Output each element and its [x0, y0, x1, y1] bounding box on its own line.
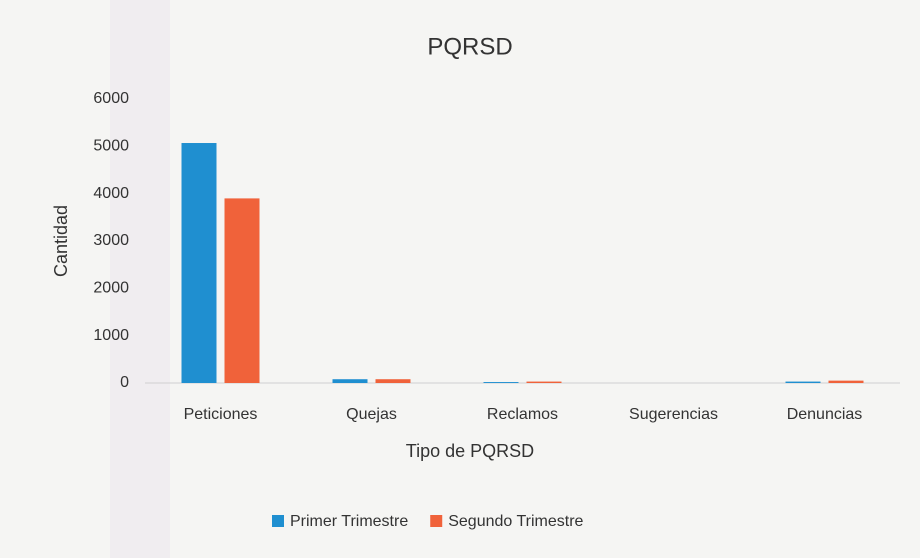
chart-title: PQRSD [427, 33, 512, 60]
x-tick-label: Sugerencias [629, 406, 718, 423]
bar [785, 381, 821, 383]
bar [483, 382, 519, 383]
y-tick-label: 3000 [93, 232, 129, 249]
bar [224, 198, 260, 383]
x-tick-label: Denuncias [787, 406, 863, 423]
bar [375, 379, 411, 383]
y-axis-title: Cantidad [51, 205, 71, 277]
bar [526, 381, 562, 383]
x-tick-label: Quejas [346, 406, 397, 423]
legend-label: Segundo Trimestre [448, 513, 583, 530]
y-tick-label: 5000 [93, 138, 129, 155]
y-tick-label: 2000 [93, 280, 129, 297]
legend-swatch [430, 515, 443, 527]
y-tick-label: 1000 [93, 327, 129, 344]
x-tick-label: Reclamos [487, 406, 558, 423]
legend-swatch [272, 515, 284, 527]
bar [332, 379, 368, 383]
x-axis-title: Tipo de PQRSD [406, 441, 534, 461]
bar [828, 380, 864, 383]
bar [181, 143, 217, 383]
y-tick-label: 0 [120, 374, 129, 391]
y-tick-label: 6000 [93, 90, 129, 107]
legend-label: Primer Trimestre [290, 513, 408, 530]
x-tick-label: Peticiones [184, 406, 258, 423]
paper-fold [110, 0, 170, 558]
y-tick-label: 4000 [93, 185, 129, 202]
